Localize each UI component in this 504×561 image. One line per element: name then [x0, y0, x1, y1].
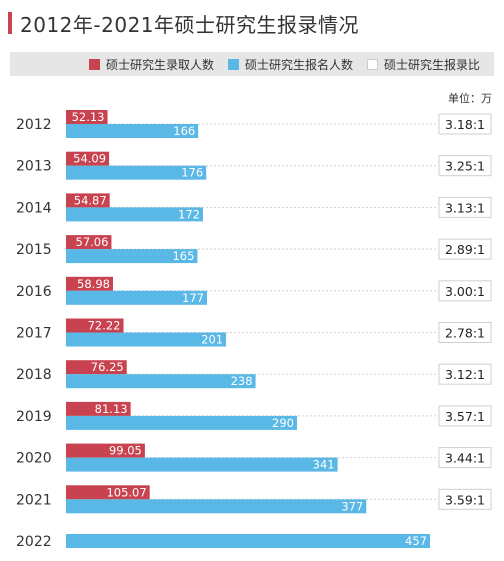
- apply-value-label: 177: [182, 291, 204, 305]
- admit-bar: [66, 443, 145, 458]
- year-label: 2017: [16, 326, 52, 342]
- apply-value-label: 290: [272, 416, 294, 430]
- ratio-label: 3.18:1: [445, 117, 485, 132]
- admit-bar: [66, 276, 113, 291]
- ratio-label: 3.44:1: [445, 451, 485, 466]
- apply-bar: [66, 534, 430, 548]
- admit-value-label: 81.13: [95, 402, 128, 416]
- admit-value-label: 54.87: [74, 193, 107, 207]
- legend-swatch-admit: [88, 58, 100, 70]
- legend-item-ratio: 硕士研究生报录比: [366, 56, 480, 73]
- apply-value-label: 165: [172, 249, 194, 263]
- apply-value-label: 238: [231, 374, 253, 388]
- admit-bar: [66, 235, 112, 250]
- admit-bar: [66, 110, 108, 124]
- ratio-label: 3.59:1: [445, 492, 485, 507]
- apply-value-label: 166: [173, 124, 195, 138]
- apply-bar: [66, 457, 338, 472]
- ratio-box: [438, 155, 492, 177]
- legend-label-ratio: 硕士研究生报录比: [383, 57, 480, 72]
- ratio-box: [438, 488, 492, 510]
- year-label: 2019: [16, 409, 52, 425]
- admit-value-label: 105.07: [106, 485, 146, 499]
- legend-swatch-ratio: [366, 58, 378, 70]
- admit-value-label: 72.22: [88, 319, 121, 333]
- title-accent-bar: [8, 12, 12, 34]
- year-label: 2020: [16, 451, 52, 467]
- admit-value-label: 57.06: [76, 235, 109, 249]
- year-label: 2013: [16, 159, 52, 175]
- admit-bar: [66, 151, 110, 166]
- admit-bar: [66, 193, 110, 208]
- admit-bar: [66, 360, 127, 375]
- ratio-box: [438, 322, 492, 343]
- ratio-label: 2.89:1: [445, 242, 485, 257]
- apply-value-label: 457: [405, 534, 427, 548]
- ratio-box: [438, 280, 492, 302]
- chart-title-wrap: 2012年-2021年硕士研究生报录情况: [8, 8, 359, 38]
- apply-bar: [66, 124, 199, 138]
- apply-value-label: 176: [181, 166, 203, 180]
- ratio-label: 3.12:1: [445, 367, 485, 382]
- admit-value-label: 76.25: [91, 360, 124, 374]
- apply-bar: [66, 332, 227, 347]
- apply-bar: [66, 207, 203, 222]
- apply-bar: [66, 499, 367, 514]
- admit-bar: [66, 318, 124, 333]
- year-label: 2014: [16, 200, 52, 216]
- year-label: 2016: [16, 284, 52, 300]
- ratio-box: [438, 238, 492, 260]
- year-label: 2018: [16, 367, 52, 383]
- admit-bar: [66, 485, 150, 500]
- ratio-box: [438, 363, 492, 385]
- apply-bar: [66, 290, 207, 305]
- admit-value-label: 52.13: [72, 110, 105, 124]
- ratio-label: 3.13:1: [445, 200, 485, 215]
- legend-item-admit: 硕士研究生录取人数: [88, 56, 214, 73]
- legend-label-apply: 硕士研究生报名人数: [244, 57, 353, 72]
- admit-value-label: 58.98: [77, 277, 110, 291]
- apply-bar: [66, 249, 198, 264]
- ratio-box: [438, 405, 492, 427]
- year-label: 2022: [16, 534, 52, 550]
- ratio-label: 2.78:1: [445, 326, 485, 341]
- legend-swatch-apply: [227, 58, 239, 70]
- apply-value-label: 201: [201, 333, 223, 347]
- apply-value-label: 341: [313, 458, 335, 472]
- admit-value-label: 99.05: [109, 444, 142, 458]
- ratio-label: 3.57:1: [445, 409, 485, 424]
- admit-value-label: 54.09: [73, 152, 106, 166]
- year-label: 2021: [16, 492, 52, 508]
- legend: 硕士研究生录取人数 硕士研究生报名人数 硕士研究生报录比: [10, 52, 494, 76]
- year-label: 2015: [16, 242, 52, 258]
- legend-label-admit: 硕士研究生录取人数: [105, 57, 214, 72]
- apply-bar: [66, 165, 207, 180]
- admit-bar: [66, 401, 131, 416]
- legend-item-apply: 硕士研究生报名人数: [227, 56, 353, 73]
- ratio-label: 3.00:1: [445, 284, 485, 299]
- ratio-box: [438, 196, 492, 218]
- apply-bar: [66, 374, 256, 389]
- chart-title: 2012年-2021年硕士研究生报录情况: [20, 12, 360, 37]
- unit-label: 单位：万: [448, 92, 492, 105]
- apply-value-label: 172: [178, 207, 200, 221]
- ratio-box: [438, 447, 492, 469]
- year-label: 2012: [16, 117, 52, 133]
- apply-bar: [66, 415, 297, 430]
- ratio-box: [438, 113, 492, 135]
- apply-value-label: 377: [341, 499, 363, 513]
- ratio-label: 3.25:1: [445, 159, 485, 174]
